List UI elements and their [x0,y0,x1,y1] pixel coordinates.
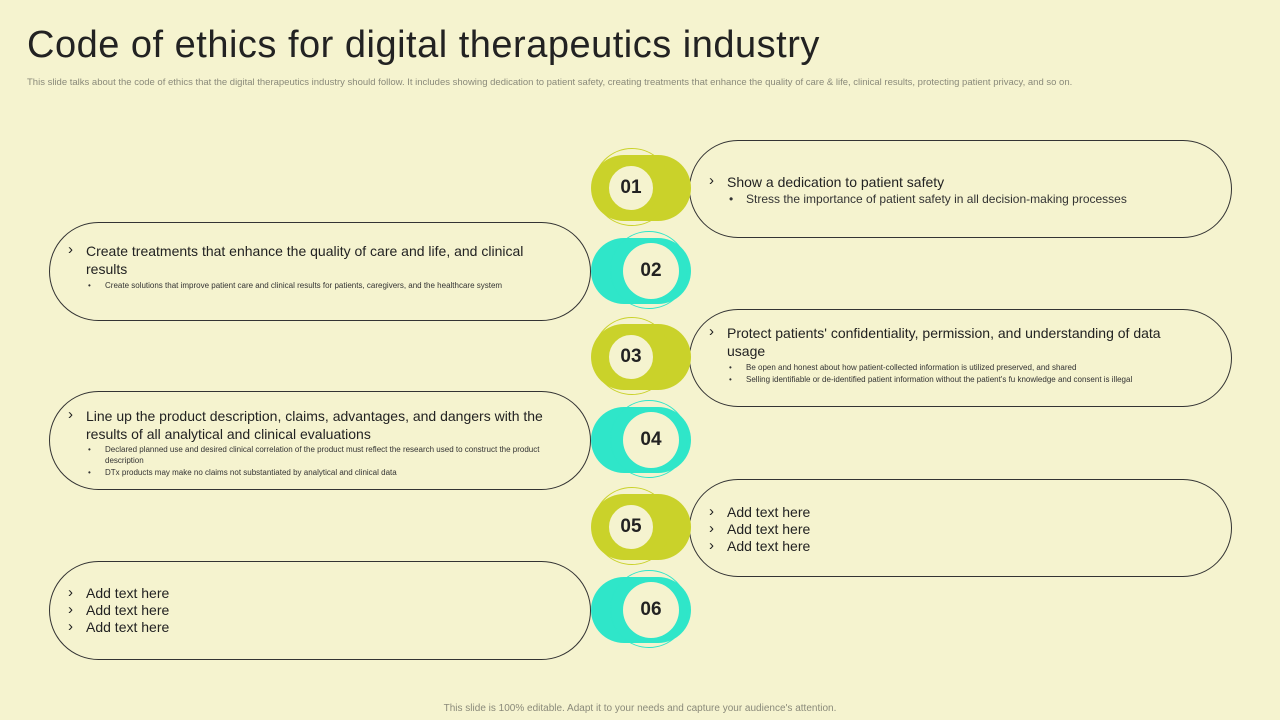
step-01-heading: Show a dedication to patient safety [707,172,1201,191]
footer-note: This slide is 100% editable. Adapt it to… [443,703,837,714]
step-05-line-3: Add text here [707,537,1201,555]
step-05-badge: 05 [591,487,691,565]
step-01-badge: 01 [591,148,691,226]
step-04-bullet-2: DTx products may make no claims not subs… [66,467,578,478]
step-05-line-1: Add text here [707,503,1201,521]
step-04-badge: 04 [591,400,691,478]
step-05-number: 05 [603,499,659,555]
step-03-badge: 03 [591,317,691,395]
step-05-card: Add text here Add text here Add text her… [689,479,1232,577]
step-06-card: Add text here Add text here Add text her… [49,561,591,660]
page-subtitle: This slide talks about the code of ethic… [27,77,1073,88]
step-04-card: Line up the product description, claims,… [49,391,591,490]
step-03-card: Protect patients' confidentiality, permi… [689,309,1232,407]
step-06-badge: 06 [591,570,691,648]
step-03-heading: Protect patients' confidentiality, permi… [707,323,1201,360]
step-03-bullet-2: Selling identifiable or de-identified pa… [707,374,1201,385]
step-06-line-2: Add text here [66,601,560,619]
page-title: Code of ethics for digital therapeutics … [27,24,820,66]
step-06-line-1: Add text here [66,584,560,602]
step-02-card: Create treatments that enhance the quali… [49,222,591,321]
step-04-heading: Line up the product description, claims,… [66,406,578,443]
step-04-number: 04 [623,412,679,468]
step-01-card: Show a dedication to patient safety Stre… [689,140,1232,238]
step-01-number: 01 [603,160,659,216]
step-01-bullet: Stress the importance of patient safety … [707,191,1201,207]
step-02-number: 02 [623,243,679,299]
step-06-line-3: Add text here [66,618,560,636]
step-05-line-2: Add text here [707,520,1201,538]
step-03-bullet-1: Be open and honest about how patient-col… [707,362,1201,373]
step-03-number: 03 [603,329,659,385]
step-02-heading: Create treatments that enhance the quali… [66,241,560,278]
step-02-bullet: Create solutions that improve patient ca… [66,280,560,291]
step-06-number: 06 [623,582,679,638]
step-02-badge: 02 [591,231,691,309]
step-04-bullet-1: Declared planned use and desired clinica… [66,444,578,466]
